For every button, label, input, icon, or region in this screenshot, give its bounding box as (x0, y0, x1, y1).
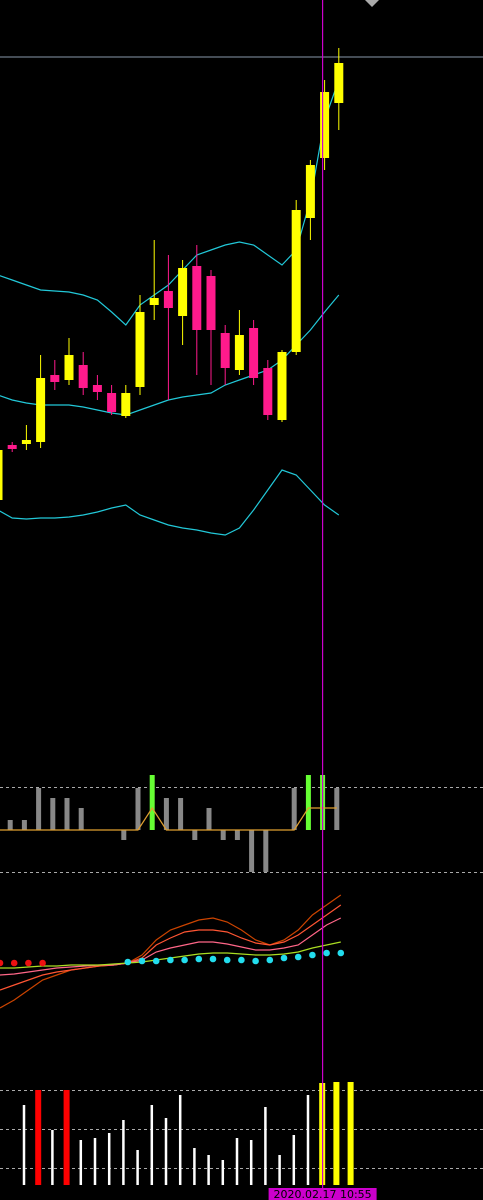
volume-bar (264, 1107, 267, 1185)
volume-bar (136, 1150, 139, 1185)
volume-bar (150, 1105, 154, 1185)
candle-body (107, 393, 117, 412)
candle-body (263, 368, 273, 415)
indicator-dot (152, 957, 160, 965)
histogram-bar (220, 830, 226, 840)
volume-bar (278, 1155, 281, 1185)
indicator-dot (124, 958, 132, 966)
volume-bar (292, 1135, 296, 1185)
candle-body (135, 312, 145, 387)
indicator-line (0, 904, 342, 991)
candle-body (305, 165, 315, 218)
histogram-bar (64, 798, 70, 830)
indicator-dot (323, 949, 330, 957)
histogram-bar (234, 830, 240, 840)
volume-bar (63, 1090, 70, 1185)
histogram-bar (78, 808, 84, 830)
volume-bar (164, 1118, 168, 1185)
candle-body (78, 365, 88, 388)
scroll-marker[interactable] (365, 0, 379, 7)
candle-body (334, 63, 344, 103)
volume-bar (35, 1090, 42, 1185)
indicator-dot (238, 956, 245, 964)
indicator-dot (223, 956, 231, 964)
volume-bar (122, 1120, 125, 1185)
histogram-bar (206, 808, 212, 830)
candle-body (234, 335, 244, 370)
indicator-dot (10, 959, 18, 967)
candle-body (36, 378, 46, 442)
volume-bar (306, 1095, 310, 1185)
candle-body (50, 375, 60, 382)
candle-body (320, 92, 330, 158)
indicator-dot (280, 954, 288, 962)
histogram-bar (178, 798, 184, 830)
histogram-bar (50, 798, 56, 830)
indicator-dot (25, 959, 32, 967)
indicator-dot (294, 953, 302, 961)
candle-body (291, 210, 301, 352)
band-line (0, 469, 340, 536)
indicator-dot (167, 956, 174, 964)
histogram-bar (163, 798, 169, 830)
volume-bar (221, 1160, 225, 1185)
candle-body (192, 266, 202, 330)
indicator-line (0, 917, 342, 976)
indicator-dot (209, 955, 217, 963)
candle-body (220, 333, 230, 368)
candle-body (121, 393, 131, 416)
volume-bar (51, 1130, 54, 1185)
indicator-line (0, 894, 342, 1009)
candle-body (21, 440, 31, 444)
indicator-dot (309, 951, 316, 959)
volume-bar (22, 1105, 26, 1185)
indicator-dot (252, 957, 259, 965)
histogram-bar (305, 775, 311, 830)
volume-bar (333, 1082, 340, 1185)
volume-bar (235, 1138, 239, 1185)
volume-bar (93, 1138, 97, 1185)
volume-bar (79, 1140, 83, 1185)
cursor-label: 2020.02.17 10:55 (274, 1188, 372, 1200)
histogram-bar (249, 830, 255, 872)
volume-bar (178, 1095, 182, 1185)
indicator-dot (0, 959, 4, 967)
candle-body (163, 291, 173, 308)
volume-bar (207, 1155, 210, 1185)
volume-bar (347, 1082, 354, 1185)
histogram-bar (21, 820, 27, 830)
indicator-dot (181, 956, 188, 964)
cursor-label-box (268, 1188, 377, 1200)
histogram-bar (334, 788, 340, 830)
candle-body (0, 450, 3, 500)
volume-bar (107, 1133, 111, 1185)
indicator-dot (266, 956, 274, 964)
histogram-bar (291, 788, 297, 830)
candle-body (64, 355, 74, 380)
candle-body (277, 352, 287, 420)
histogram-bar (149, 775, 155, 830)
histogram-bar (36, 788, 42, 830)
histogram-bar (7, 820, 13, 830)
signal-line (0, 806, 337, 831)
indicator-dot (138, 957, 146, 965)
histogram-bar (263, 830, 269, 872)
candle-body (92, 385, 102, 392)
histogram-bar (121, 830, 127, 840)
candle-body (249, 328, 259, 378)
volume-bar (193, 1148, 196, 1185)
candle-body (149, 298, 159, 305)
histogram-bar (135, 788, 141, 830)
indicator-dot (39, 959, 46, 967)
indicator-dot (195, 955, 203, 963)
candle-body (7, 445, 17, 449)
volume-bar (249, 1140, 253, 1185)
candle-body (206, 276, 216, 330)
indicator-dot (337, 949, 345, 957)
candle-body (178, 268, 188, 316)
histogram-bar (192, 830, 198, 840)
